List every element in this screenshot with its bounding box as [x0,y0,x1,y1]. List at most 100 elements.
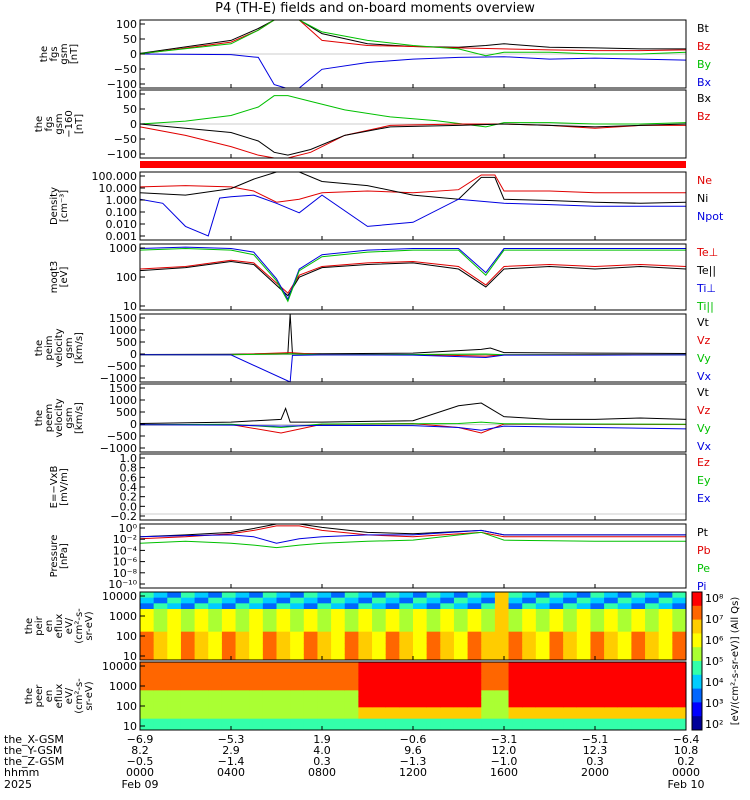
heatmap-cell [494,620,510,627]
heatmap-cell [508,609,523,616]
heatmap-cell [467,597,482,604]
heatmap-cell [262,603,277,610]
heatmap-cell [494,679,510,686]
heatmap-cell [563,662,578,669]
heatmap-cell [276,701,291,708]
heatmap-cell [331,592,346,599]
y-axis-label: (cm²-s- [74,678,85,714]
footer-value: −0.6 [400,733,427,746]
heatmap-cell [413,690,428,697]
heatmap-cell [631,614,646,621]
heatmap-cell [303,662,318,669]
heatmap-cell [385,637,400,644]
heatmap-cell [276,637,291,644]
heatmap-cell [399,631,414,638]
heatmap-cell [604,603,619,610]
heatmap-cell [535,718,550,725]
heatmap-cell [617,597,632,604]
heatmap-cell [235,626,250,633]
heatmap-cell [494,701,510,708]
heatmap-cell [385,679,400,686]
heatmap-cell [303,648,318,655]
heatmap-cell [303,701,318,708]
heatmap-cell [317,718,332,725]
heatmap-cell [413,592,428,599]
heatmap-cell [672,626,687,633]
heatmap-cell [303,592,318,599]
heatmap-cell [372,637,387,644]
series-npot [139,194,686,237]
heatmap-cell [235,592,250,599]
heatmap-cell [576,654,591,661]
heatmap-cell [413,609,428,616]
heatmap-cell [208,662,223,669]
heatmap-cell [372,631,387,638]
heatmap-cell [590,631,605,638]
heatmap-cell [140,690,155,697]
heatmap-cell [303,679,318,686]
y-axis-label: E=−VxB [49,466,60,509]
heatmap-cell [631,713,646,720]
heatmap-cell [576,718,591,725]
heatmap-cell [413,662,428,669]
heatmap-cell [631,679,646,686]
heatmap-cell [262,724,277,731]
heatmap-cell [658,662,673,669]
heatmap-cell [372,724,387,731]
heatmap-cell [249,696,264,703]
heatmap-cell [372,713,387,720]
heatmap-cell [604,626,619,633]
heatmap-cell [453,609,469,616]
heatmap-cell [645,643,660,650]
y-axis-label: moqt3 [49,261,60,294]
footer-value: −1.3 [400,755,427,768]
heatmap-cell [590,643,605,650]
heatmap-cell [645,662,660,669]
heatmap-cell [440,620,455,627]
heatmap-cell [249,648,264,655]
heatmap-cell [317,673,332,680]
heatmap-cell [590,603,605,610]
legend-entry: Pi [697,580,706,593]
heatmap-cell [167,673,182,680]
heatmap-cell [249,679,264,686]
heatmap-cell [522,673,537,680]
heatmap-cell [303,707,318,714]
heatmap-cell [358,724,373,731]
y-axis-label: eV/ [64,617,75,634]
heatmap-cell [508,626,523,633]
heatmap-cell [208,673,223,680]
y-tick-label: 10 [123,300,137,313]
footer-value: 8.2 [131,744,149,757]
footer-value: 0000 [672,766,700,779]
heatmap-cell [372,684,387,691]
heatmap-cell [153,609,168,616]
heatmap-cell [467,690,482,697]
heatmap-cell [576,609,591,616]
heatmap-cell [494,648,510,655]
heatmap-cell [317,631,332,638]
heatmap-cell [617,637,632,644]
heatmap-cell [372,679,387,686]
footer-year: 2025 [4,778,32,791]
heatmap-cell [617,690,632,697]
heatmap-cell [453,643,469,650]
heatmap-cell [276,614,291,621]
colorbar-cell [692,647,702,662]
heatmap-cell [262,643,277,650]
heatmap-cell [645,603,660,610]
y-tick-label: 10⁰ [119,522,138,535]
heatmap-cell [645,592,660,599]
heatmap-cell [645,684,660,691]
heatmap-cell [481,667,496,674]
heatmap-cell [317,707,332,714]
y-tick-label: 10.000 [99,182,138,195]
footer-value: 0400 [217,766,245,779]
heatmap-cell [658,724,673,731]
heatmap-cell [194,620,209,627]
heatmap-cell [235,614,250,621]
series-vt [139,402,687,424]
heatmap-cell [481,707,496,714]
heatmap-cell [453,690,469,697]
heatmap-cell [331,718,346,725]
